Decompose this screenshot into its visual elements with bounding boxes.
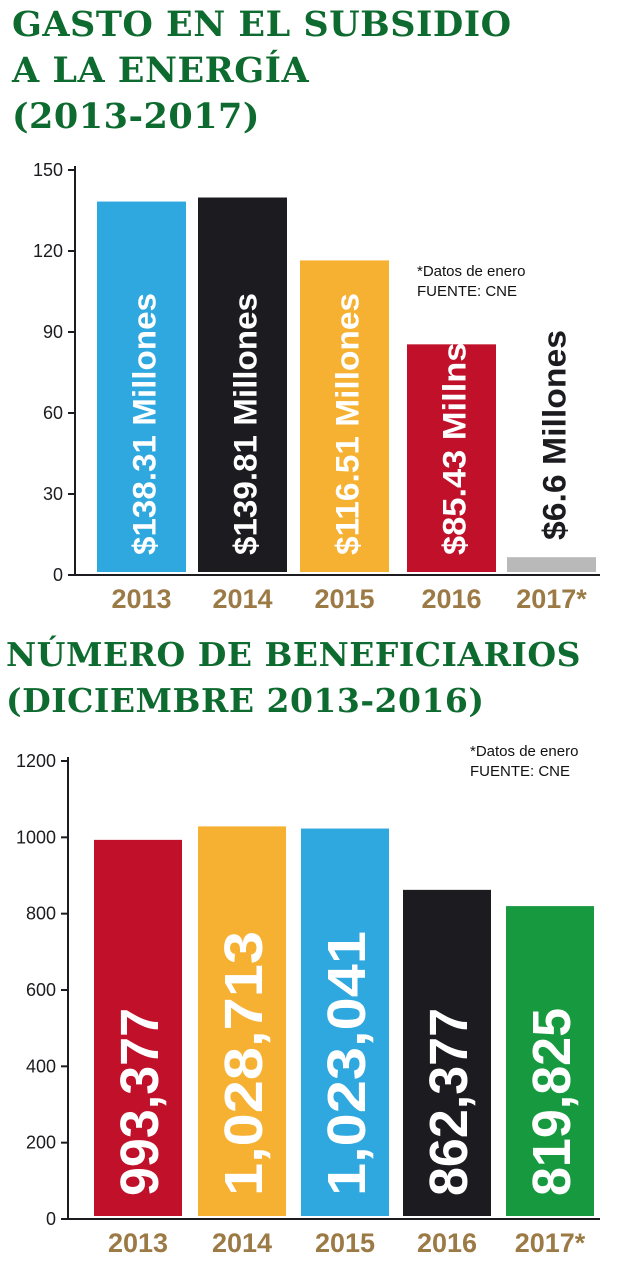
chart2-title: NÚMERO DE BENEFICIARIOS (DICIEMBRE 2013-…: [6, 632, 581, 724]
data-label-group: $6.6 Millones: [537, 330, 573, 540]
bar: [506, 906, 594, 1216]
data-label-group: $139.81 Millones: [228, 293, 264, 555]
bar-data-label: 1,028,713: [214, 931, 274, 1196]
y-tick-label: 120: [33, 241, 63, 261]
bar-data-label: 993,377: [110, 1008, 170, 1196]
x-category-label: 2014: [212, 1228, 272, 1258]
bar: [97, 201, 186, 573]
bar-data-label: $138.31 Millones: [127, 293, 163, 555]
x-category-label: 2016: [417, 1228, 477, 1258]
y-tick-label: 1200: [16, 751, 56, 771]
y-tick-label: 1000: [16, 827, 56, 847]
data-label-group: $85.43 Millns.: [437, 333, 473, 555]
bar-data-label: 862,377: [419, 1008, 479, 1196]
chart1-note-line: *Datos de enero: [417, 263, 526, 280]
data-label-group: 1,023,041: [317, 931, 377, 1196]
chart2-note-line: FUENTE: CNE: [470, 763, 571, 780]
bar: [403, 889, 491, 1216]
chart1-title-line: (2013-2017): [12, 96, 260, 137]
data-label-group: 862,377: [419, 1008, 479, 1196]
x-category-label: 2016: [421, 584, 481, 610]
x-category-label: 2017*: [516, 584, 587, 610]
bar: [407, 344, 496, 572]
bar-data-label: 819,825: [522, 1008, 582, 1196]
y-tick-label: 30: [43, 484, 63, 504]
bar: [94, 839, 182, 1216]
bar-data-label: $139.81 Millones: [228, 293, 264, 555]
spending-bar-chart: 0 30 60 90 120 150 $138.31 Millones 2013 $139.81…: [33, 160, 600, 610]
y-tick-label: 600: [26, 980, 56, 1000]
data-label-group: $138.31 Millones: [127, 293, 163, 555]
y-tick-label: 400: [26, 1056, 56, 1076]
data-label-group: 819,825: [522, 1008, 582, 1196]
y-tick-label: 800: [26, 904, 56, 924]
x-category-label: 2013: [111, 584, 171, 610]
bar-data-label: 1,023,041: [317, 931, 377, 1196]
bar: [507, 557, 596, 572]
bar: [198, 826, 286, 1216]
bar: [301, 828, 389, 1216]
y-tick-label: 60: [43, 403, 63, 423]
x-category-label: 2017*: [515, 1228, 586, 1258]
x-category-label: 2015: [314, 584, 374, 610]
chart1-note-line: FUENTE: CNE: [417, 283, 518, 300]
y-tick-label: 90: [43, 322, 63, 342]
bar-data-label: $6.6 Millones: [537, 330, 573, 540]
data-label-group: 1,028,713: [214, 931, 274, 1196]
y-tick-label: 0: [46, 1209, 56, 1229]
beneficiaries-bar-chart: 0 200 400 600 800 1000 1200 993,377 2013 1,028,71…: [16, 751, 600, 1258]
chart1-title: GASTO EN EL SUBSIDIO A LA ENERGÍA (2013-…: [12, 2, 512, 140]
bar: [300, 260, 389, 572]
x-category-label: 2013: [108, 1228, 168, 1258]
y-tick-label: 200: [26, 1133, 56, 1153]
chart1-title-line: GASTO EN EL SUBSIDIO: [12, 4, 512, 45]
x-category-label: 2015: [315, 1228, 375, 1258]
bar-data-label: $116.51 Millones: [330, 293, 366, 555]
y-tick-label: 150: [33, 160, 63, 180]
data-label-group: 993,377: [110, 1008, 170, 1196]
chart2-note-line: *Datos de enero: [470, 743, 579, 760]
chart1-title-line: A LA ENERGÍA: [12, 50, 310, 91]
chart1-source-note: *Datos de enero FUENTE: CNE: [417, 262, 525, 302]
y-tick-label: 0: [53, 565, 63, 585]
chart2-source-note: *Datos de enero FUENTE: CNE: [470, 742, 578, 782]
chart2-title-line: NÚMERO DE BENEFICIARIOS: [6, 635, 582, 674]
bar: [198, 197, 287, 572]
chart2-title-line: (DICIEMBRE 2013-2016): [6, 681, 485, 720]
data-label-group: $116.51 Millones: [330, 293, 366, 555]
bar-data-label: $85.43 Millns.: [437, 333, 473, 555]
x-category-label: 2014: [212, 584, 272, 610]
